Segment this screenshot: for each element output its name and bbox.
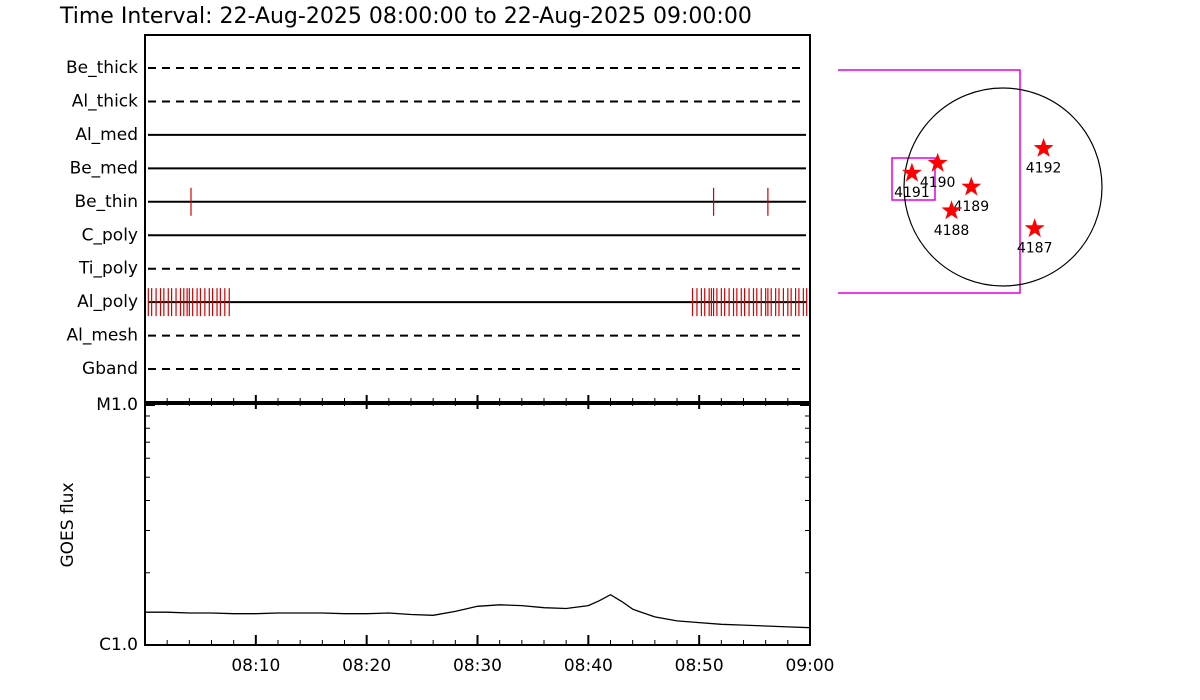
row-label: Al_poly [77, 292, 138, 312]
region-label: 4188 [934, 223, 970, 239]
x-tick-label: 09:00 [786, 656, 835, 676]
region-star [941, 200, 962, 220]
region-star [927, 152, 948, 172]
row-label: Al_thick [72, 91, 138, 111]
x-tick-label: 08:30 [453, 656, 502, 676]
fov-box [838, 69, 1021, 294]
x-tick-label: 08:10 [231, 656, 280, 676]
y-axis-label: GOES flux [58, 482, 78, 567]
x-tick-label: 08:50 [675, 656, 724, 676]
solar-disk [903, 87, 1103, 287]
region-star [1033, 137, 1054, 157]
region-star [961, 176, 982, 196]
y-tick-label: M1.0 [96, 395, 138, 415]
row-label: Be_thin [74, 192, 138, 212]
region-label: 4192 [1026, 160, 1062, 176]
fov-box-small [891, 157, 936, 201]
region-label: 4189 [953, 199, 989, 215]
chart-title: Time Interval: 22-Aug-2025 08:00:00 to 2… [59, 4, 752, 29]
row-label: Al_med [75, 125, 138, 145]
row-label: C_poly [82, 225, 138, 245]
region-label: 4190 [920, 175, 956, 191]
y-tick-label: C1.0 [99, 635, 138, 655]
goes-curve [145, 593, 811, 629]
region-label: 4187 [1017, 241, 1053, 257]
x-tick-label: 08:20 [342, 656, 391, 676]
row-label: Al_mesh [66, 326, 138, 346]
row-label: Gband [82, 359, 138, 379]
region-star [1024, 218, 1045, 238]
row-label: Be_med [70, 158, 138, 178]
region-label: 4191 [894, 185, 930, 201]
row-label: Ti_poly [78, 259, 138, 279]
x-tick-label: 08:40 [564, 656, 613, 676]
row-label: Be_thick [66, 58, 138, 78]
region-star [901, 162, 922, 182]
